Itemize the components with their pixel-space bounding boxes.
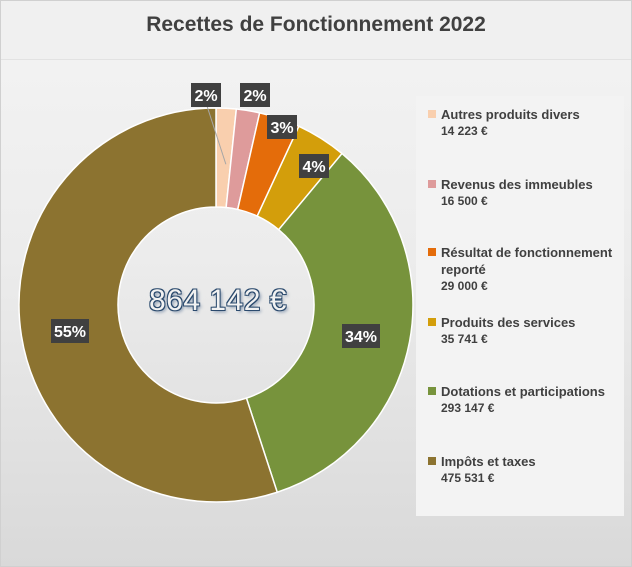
data-label-box — [240, 83, 270, 107]
title-band — [1, 1, 631, 60]
total-label: 864 142 € — [149, 284, 287, 317]
legend-value: 35 741 € — [441, 332, 488, 346]
legend-label: Autres produits divers — [441, 107, 580, 122]
legend-value: 293 147 € — [441, 401, 495, 415]
legend: Autres produits divers 14 223 € Revenus … — [416, 96, 624, 516]
data-label-box — [191, 83, 221, 107]
data-label: 3% — [270, 120, 293, 137]
legend-item: Impôts et taxes 475 531 € — [428, 453, 618, 487]
data-label-box — [299, 154, 329, 178]
legend-label: Revenus des immeubles — [441, 177, 593, 192]
donut-slice — [18, 107, 279, 503]
legend-swatch — [428, 387, 436, 395]
legend-swatch — [428, 180, 436, 188]
legend-item: Autres produits divers 14 223 € — [428, 106, 618, 140]
legend-label: Résultat de fonctionnement reporté — [441, 245, 613, 277]
leader-line — [206, 105, 227, 165]
legend-value: 14 223 € — [441, 124, 488, 138]
legend-label: Produits des services — [441, 315, 576, 330]
legend-label: Impôts et taxes — [441, 454, 536, 469]
data-label-box — [51, 319, 89, 343]
chart-title: Recettes de Fonctionnement 2022 — [146, 13, 486, 36]
data-label: 2% — [243, 88, 266, 105]
data-label: 4% — [302, 159, 325, 176]
legend-item: Résultat de fonctionnement reporté 29 00… — [428, 244, 618, 295]
legend-value: 29 000 € — [441, 279, 488, 293]
data-label-box — [342, 324, 380, 348]
legend-swatch — [428, 457, 436, 465]
donut-slice — [245, 152, 414, 494]
data-label-box — [267, 115, 297, 139]
legend-item: Dotations et participations 293 147 € — [428, 383, 618, 417]
data-label: 55% — [54, 324, 86, 341]
legend-value: 475 531 € — [441, 471, 495, 485]
data-label: 34% — [345, 329, 377, 346]
legend-swatch — [428, 248, 436, 256]
legend-swatch — [428, 110, 436, 118]
legend-item: Revenus des immeubles 16 500 € — [428, 176, 618, 210]
legend-swatch — [428, 318, 436, 326]
legend-item: Produits des services 35 741 € — [428, 314, 618, 348]
legend-label: Dotations et participations — [441, 384, 605, 399]
data-label: 2% — [194, 88, 217, 105]
legend-value: 16 500 € — [441, 194, 488, 208]
